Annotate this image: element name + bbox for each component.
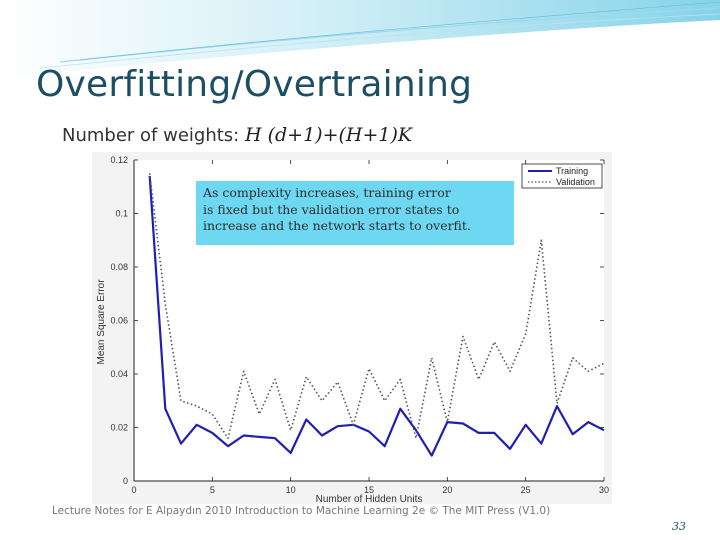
decorative-header-banner [0, 0, 720, 75]
weights-formula: H (d+1)+(H+1)K [244, 124, 413, 146]
callout-note: As complexity increases, training error … [196, 181, 514, 245]
y-axis-label: Mean Square Error [96, 279, 107, 365]
y-tick-label: 0 [123, 476, 128, 486]
callout-line: is fixed but the validation error states… [203, 201, 460, 217]
y-tick-label: 0.08 [110, 262, 128, 272]
legend-training-label: Training [556, 166, 588, 176]
x-axis-label: Number of Hidden Units [316, 494, 423, 504]
slide-title: Overfitting/Overtraining [36, 64, 473, 105]
y-tick-label: 0.06 [110, 316, 128, 326]
x-tick-label: 10 [286, 485, 296, 495]
x-tick-label: 25 [521, 485, 531, 495]
x-tick-label: 5 [210, 485, 215, 495]
x-tick-label: 20 [442, 485, 452, 495]
subtitle-prefix: Number of weights: [62, 125, 240, 146]
legend-validation-label: Validation [556, 177, 595, 187]
footer-citation: Lecture Notes for E Alpaydın 2010 Introd… [52, 505, 551, 517]
x-tick-label: 0 [131, 485, 136, 495]
x-tick-label: 15 [364, 485, 374, 495]
callout-line: increase and the network starts to overf… [203, 218, 471, 233]
legend-box [521, 163, 603, 189]
x-tick-label: 30 [599, 485, 609, 495]
tick-group: 0 5 10 15 20 25 30 0 0.02 0.04 0.06 0.08 0.1 0.12 [110, 155, 609, 495]
series-group [148, 173, 605, 457]
y-tick-label: 0.12 [110, 155, 128, 165]
page-number: 33 [672, 520, 686, 533]
legend: Training Validation [521, 163, 603, 189]
callout-line: As complexity increases, training error [203, 185, 451, 200]
y-tick-label: 0.1 [115, 209, 128, 219]
y-tick-label: 0.04 [110, 369, 128, 379]
subtitle: Number of weights: H (d+1)+(H+1)K [62, 124, 412, 146]
series-line-training [148, 175, 605, 457]
y-tick-label: 0.02 [110, 423, 128, 433]
series-line-validation [148, 173, 605, 440]
